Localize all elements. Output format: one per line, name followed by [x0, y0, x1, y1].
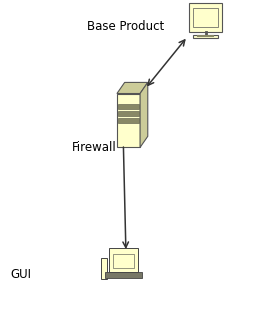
Polygon shape [108, 248, 138, 272]
Polygon shape [118, 104, 139, 109]
Polygon shape [117, 94, 140, 147]
Polygon shape [118, 111, 139, 116]
Polygon shape [193, 8, 218, 27]
Text: GUI: GUI [10, 268, 31, 281]
Polygon shape [189, 3, 222, 32]
Polygon shape [140, 82, 148, 147]
Polygon shape [118, 118, 139, 123]
Text: Firewall: Firewall [72, 141, 117, 154]
Polygon shape [105, 272, 142, 278]
Text: Base Product: Base Product [87, 20, 165, 34]
Polygon shape [113, 254, 134, 268]
Polygon shape [117, 82, 148, 94]
Polygon shape [193, 35, 218, 38]
Polygon shape [101, 258, 107, 279]
